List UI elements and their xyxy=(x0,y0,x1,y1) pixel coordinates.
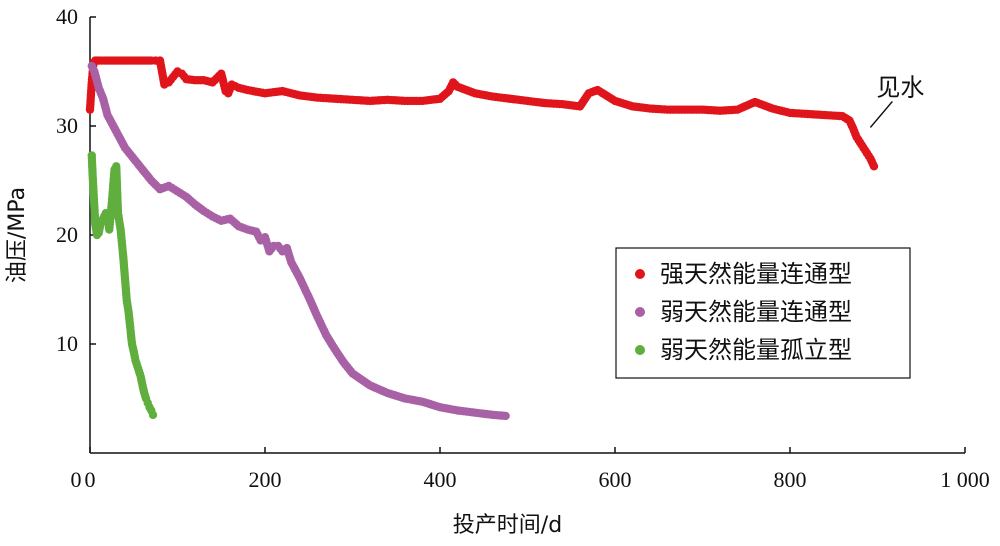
x-tick-label: 600 xyxy=(599,467,632,492)
legend-label: 强天然能量连通型 xyxy=(660,260,852,288)
y-tick-label: 30 xyxy=(56,113,78,138)
legend-label: 弱天然能量连通型 xyxy=(660,298,852,326)
legend-box xyxy=(615,247,911,379)
y-axis-title: 油压/MPa xyxy=(5,187,30,283)
x-tick-label: 0 xyxy=(85,467,96,492)
legend-label: 弱天然能量孤立型 xyxy=(660,336,852,364)
data-point xyxy=(148,410,158,420)
x-axis-title: 投产时间/d xyxy=(453,513,562,538)
annotation-jianshui: 见水 xyxy=(876,73,924,101)
x-tick-label: 1 000 xyxy=(940,467,990,492)
y-tick-label: 20 xyxy=(56,222,78,247)
origin-tick-label: 0 xyxy=(71,467,82,492)
legend-marker xyxy=(635,269,645,279)
series-3 xyxy=(87,151,158,420)
data-point xyxy=(869,162,879,171)
y-tick-label: 10 xyxy=(56,331,78,356)
y-tick-label: 40 xyxy=(56,4,78,29)
x-tick-label: 400 xyxy=(424,467,457,492)
x-tick-label: 800 xyxy=(774,467,807,492)
series-layer xyxy=(85,56,879,421)
series-2 xyxy=(87,61,510,421)
x-axis-ticks: 0 200 400 600 800 1 000 xyxy=(85,447,990,492)
data-point xyxy=(501,411,510,421)
series-1 xyxy=(85,56,879,171)
y-axis-ticks: 10 20 30 40 0 xyxy=(56,4,96,492)
annotation-layer: 见水 xyxy=(869,73,924,128)
x-tick-label: 200 xyxy=(249,467,282,492)
legend-marker xyxy=(635,307,645,317)
annotation-leader-line xyxy=(869,100,893,128)
legend-marker xyxy=(635,345,645,355)
